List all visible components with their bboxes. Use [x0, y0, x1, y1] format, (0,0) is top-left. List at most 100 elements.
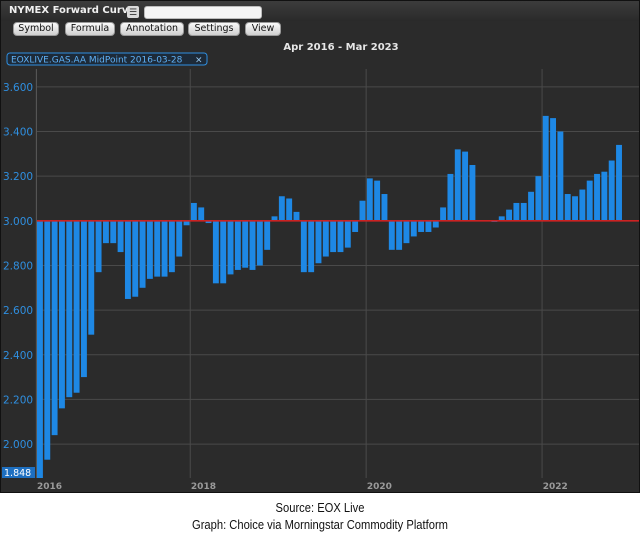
- bar-oct-2022[interactable]: Oct 2022: 3.27: [608, 160, 615, 221]
- bar-sep-2017[interactable]: Sep 2017: 2.75: [161, 220, 168, 277]
- bar-jun-2022[interactable]: Jun 2022: 3.14: [579, 189, 586, 221]
- bar-sep-2016[interactable]: Sep 2016: 2.23: [73, 220, 80, 393]
- bar-nov-2020[interactable]: Nov 2020: 3.06: [440, 207, 447, 221]
- bar-jun-2020[interactable]: Jun 2020: 2.9: [403, 220, 410, 244]
- bar-jan-2019[interactable]: Jan 2019: 3.11: [278, 196, 285, 221]
- bar-mar-2020[interactable]: Mar 2020: 3.12: [381, 194, 388, 221]
- bar-nov-2019[interactable]: Nov 2019: 2.95: [352, 220, 359, 232]
- bar-jul-2016[interactable]: Jul 2016: 2.16: [58, 220, 65, 409]
- view-button[interactable]: View: [245, 22, 281, 36]
- y-tick-label-4: 2.800: [3, 260, 33, 272]
- menu-icon[interactable]: ☰: [127, 6, 139, 18]
- source-caption: Source: EOX Live: [275, 500, 365, 515]
- bar-jun-2016[interactable]: Jun 2016: 2.04: [51, 220, 58, 436]
- bar-jun-2019[interactable]: Jun 2019: 2.81: [315, 220, 322, 264]
- bar-may-2022[interactable]: May 2022: 3.11: [572, 196, 578, 221]
- bar-feb-2022[interactable]: Feb 2022: 3.46: [550, 118, 556, 221]
- bar-jul-2017[interactable]: Jul 2017: 2.74: [146, 220, 153, 279]
- bar-feb-2017[interactable]: Feb 2017: 2.9: [110, 220, 117, 244]
- bar-apr-2019[interactable]: Apr 2019: 2.77: [300, 220, 307, 273]
- bar-aug-2016[interactable]: Aug 2016: 2.21: [66, 220, 73, 398]
- bar-sep-2022[interactable]: Sep 2022: 3.22: [601, 171, 608, 221]
- bar-jan-2021[interactable]: Jan 2021: 3.32: [454, 149, 461, 221]
- x-tick-label-2020: 2020: [367, 482, 392, 492]
- annotation-button[interactable]: Annotation: [120, 22, 184, 36]
- bar-mar-2019[interactable]: Mar 2019: 3.04: [293, 211, 300, 221]
- graph-caption: Graph: Choice via Morningstar Commodity …: [191, 517, 448, 532]
- bar-feb-2021[interactable]: Feb 2021: 3.31: [462, 151, 469, 221]
- symbol-search-input[interactable]: [144, 6, 262, 19]
- bar-aug-2017[interactable]: Aug 2017: 2.75: [154, 220, 161, 277]
- bar-feb-2020[interactable]: Feb 2020: 3.18: [374, 180, 381, 221]
- y-tick-label-2: 3.200: [3, 171, 33, 183]
- bar-aug-2019[interactable]: Aug 2019: 2.86: [330, 220, 337, 253]
- bar-oct-2017[interactable]: Oct 2017: 2.77: [168, 220, 175, 273]
- bar-jul-2022[interactable]: Jul 2022: 3.18: [586, 180, 593, 221]
- bar-apr-2020[interactable]: Apr 2020: 2.87: [388, 220, 395, 250]
- bar-sep-2018[interactable]: Sep 2018: 2.78: [249, 220, 256, 270]
- bar-nov-2016[interactable]: Nov 2016: 2.49: [88, 220, 95, 335]
- bar-may-2017[interactable]: May 2017: 2.66: [132, 220, 139, 297]
- bar-apr-2017[interactable]: Apr 2017: 2.65: [124, 220, 131, 299]
- forward-curve-chart[interactable]: Apr 2016: 1.848May 2016: 1.93Jun 2016: 2…: [1, 39, 640, 493]
- bar-jul-2018[interactable]: Jul 2018: 2.78: [234, 220, 241, 270]
- bar-sep-2021[interactable]: Sep 2021: 3.08: [513, 202, 520, 221]
- y-tick-label-5: 2.600: [3, 305, 33, 317]
- bar-may-2020[interactable]: May 2020: 2.87: [396, 220, 403, 250]
- series-tag[interactable]: EOXLIVE.GAS.AA MidPoint 2016-03-28 ×: [6, 52, 208, 66]
- bar-dec-2021[interactable]: Dec 2021: 3.2: [535, 176, 542, 221]
- bar-aug-2021[interactable]: Aug 2021: 3.05: [506, 209, 513, 221]
- bar-aug-2022[interactable]: Aug 2022: 3.21: [594, 173, 600, 221]
- bar-jan-2018[interactable]: Jan 2018: 3.08: [190, 202, 197, 221]
- bar-sep-2020[interactable]: Sep 2020: 2.95: [425, 220, 432, 232]
- bar-mar-2018[interactable]: Mar 2018: 2.99: [205, 220, 212, 224]
- bar-oct-2020[interactable]: Oct 2020: 2.97: [432, 220, 439, 228]
- bar-jan-2022[interactable]: Jan 2022: 3.47: [542, 115, 549, 221]
- bar-may-2018[interactable]: May 2018: 2.72: [220, 220, 227, 284]
- title-bar: NYMEX Forward Curve ☰: [1, 1, 639, 21]
- formula-button[interactable]: Formula: [65, 22, 115, 36]
- bar-nov-2022[interactable]: Nov 2022: 3.34: [616, 144, 622, 221]
- bar-jan-2020[interactable]: Jan 2020: 3.19: [366, 178, 373, 221]
- y-tick-label-1: 3.400: [3, 127, 33, 139]
- bar-mar-2021[interactable]: Mar 2021: 3.25: [469, 164, 476, 221]
- bar-dec-2020[interactable]: Dec 2020: 3.21: [447, 173, 454, 221]
- bar-may-2016[interactable]: May 2016: 1.93: [44, 220, 51, 460]
- bar-dec-2018[interactable]: Dec 2018: 3.02: [271, 216, 278, 221]
- bar-jul-2020[interactable]: Jul 2020: 2.93: [410, 220, 417, 237]
- bar-apr-2018[interactable]: Apr 2018: 2.72: [212, 220, 219, 284]
- chart-title: Apr 2016 - Mar 2023: [283, 42, 398, 53]
- bar-jul-2019[interactable]: Jul 2019: 2.84: [322, 220, 329, 257]
- bar-jun-2017[interactable]: Jun 2017: 2.7: [139, 220, 146, 288]
- bar-feb-2018[interactable]: Feb 2018: 3.06: [198, 207, 205, 221]
- bar-aug-2020[interactable]: Aug 2020: 2.95: [418, 220, 425, 232]
- bar-oct-2018[interactable]: Oct 2018: 2.8: [256, 220, 263, 266]
- bar-nov-2021[interactable]: Nov 2021: 3.13: [528, 191, 535, 221]
- x-tick-label-2022: 2022: [543, 482, 568, 492]
- x-axis: 2016 2018 2020 2022: [37, 482, 568, 492]
- bar-jan-2017[interactable]: Jan 2017: 2.9: [102, 220, 109, 244]
- bar-nov-2018[interactable]: Nov 2018: 2.87: [264, 220, 271, 250]
- bar-apr-2022[interactable]: Apr 2022: 3.12: [564, 194, 571, 221]
- bar-jun-2018[interactable]: Jun 2018: 2.76: [227, 220, 234, 275]
- bar-mar-2022[interactable]: Mar 2022: 3.4: [557, 131, 564, 221]
- bar-dec-2016[interactable]: Dec 2016: 2.77: [95, 220, 102, 273]
- series-tag-box: [6, 52, 208, 66]
- bar-oct-2021[interactable]: Oct 2021: 3.08: [520, 202, 527, 221]
- bar-may-2019[interactable]: May 2019: 2.77: [308, 220, 315, 273]
- bar-feb-2019[interactable]: Feb 2019: 3.1: [286, 198, 293, 221]
- bar-nov-2017[interactable]: Nov 2017: 2.84: [176, 220, 183, 257]
- bar-apr-2016[interactable]: Apr 2016: 1.848: [37, 220, 43, 478]
- bar-jul-2021[interactable]: Jul 2021: 3.02: [498, 216, 505, 221]
- symbol-button[interactable]: Symbol: [13, 22, 59, 36]
- bar-aug-2018[interactable]: Aug 2018: 2.79: [242, 220, 249, 268]
- bar-dec-2019[interactable]: Dec 2019: 3.09: [359, 200, 366, 221]
- x-tick-label-2016: 2016: [37, 482, 62, 492]
- bar-oct-2016[interactable]: Oct 2016: 2.3: [80, 220, 87, 378]
- bar-sep-2019[interactable]: Sep 2019: 2.86: [337, 220, 344, 253]
- settings-button[interactable]: Settings: [188, 22, 240, 36]
- series-tag-close-icon[interactable]: ×: [195, 56, 203, 66]
- bar-mar-2017[interactable]: Mar 2017: 2.86: [117, 220, 124, 253]
- bar-oct-2019[interactable]: Oct 2019: 2.88: [344, 220, 351, 248]
- bar-dec-2017[interactable]: Dec 2017: 2.98: [183, 220, 190, 226]
